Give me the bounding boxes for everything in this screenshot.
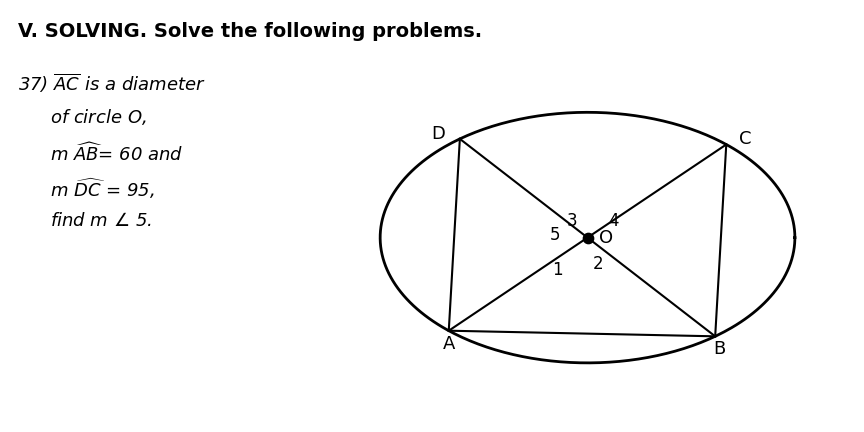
Text: V. SOLVING. Solve the following problems.: V. SOLVING. Solve the following problems… (18, 22, 482, 41)
Text: m $\widehat{DC}$ = 95,: m $\widehat{DC}$ = 95, (50, 177, 155, 201)
Text: C: C (739, 130, 752, 148)
Text: B: B (714, 340, 726, 358)
Text: 4: 4 (608, 212, 619, 230)
Text: 5: 5 (550, 226, 560, 245)
Text: 2: 2 (593, 255, 603, 273)
Text: 1: 1 (552, 261, 562, 279)
Text: A: A (442, 335, 455, 353)
Point (581, 234, 594, 241)
Text: m $\widehat{AB}$= 60 and: m $\widehat{AB}$= 60 and (50, 142, 183, 165)
Text: D: D (431, 125, 445, 143)
Text: O: O (600, 229, 613, 247)
Text: find m $\angle$ 5.: find m $\angle$ 5. (50, 212, 152, 230)
Text: 37) $\overline{AC}$ is a diameter: 37) $\overline{AC}$ is a diameter (18, 72, 206, 95)
Text: of circle $O$,: of circle $O$, (50, 107, 147, 127)
Text: 3: 3 (567, 212, 577, 230)
